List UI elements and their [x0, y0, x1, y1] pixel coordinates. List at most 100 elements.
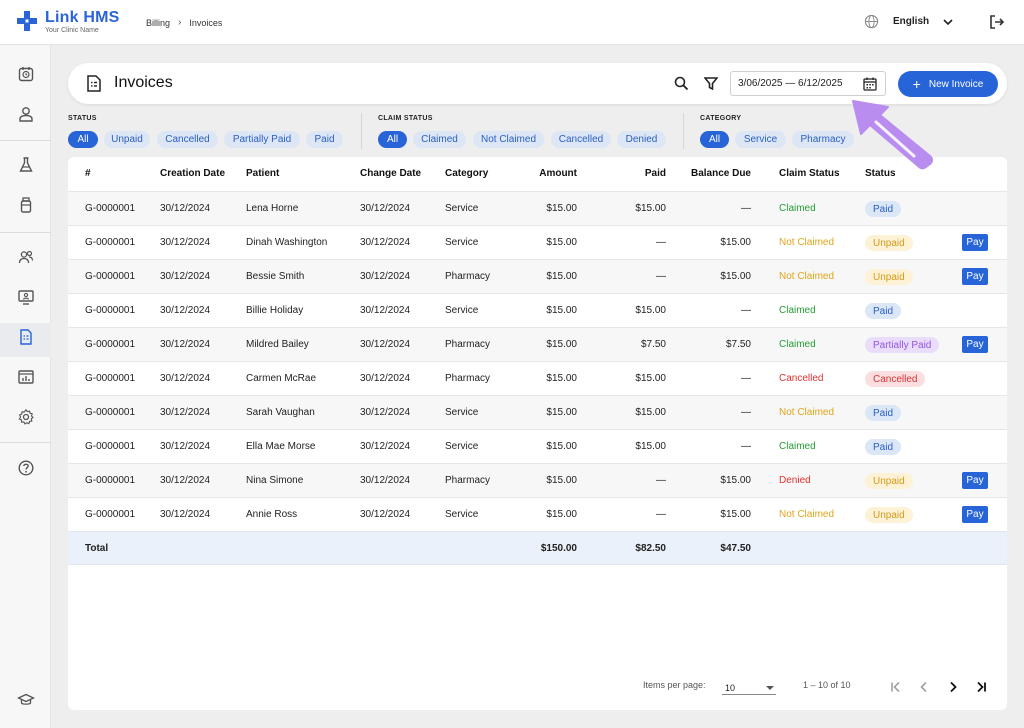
- status-chip-paid[interactable]: Paid: [306, 131, 343, 148]
- table-row[interactable]: G-0000001 30/12/2024 Billie Holiday 30/12/2…: [68, 293, 1007, 327]
- sidebar-item-patients[interactable]: [13, 244, 39, 270]
- cell-change-date: 30/12/2024: [360, 271, 411, 282]
- cell-category: Pharmacy: [445, 271, 491, 282]
- column-header-category[interactable]: Category: [445, 168, 489, 179]
- table-row[interactable]: G-0000001 30/12/2024 Ella Mae Morse 30/12/2…: [68, 429, 1007, 463]
- claim-chip-denied[interactable]: Denied: [617, 131, 666, 148]
- filter-icon: [703, 77, 719, 91]
- breadcrumb-billing[interactable]: Billing: [146, 17, 171, 28]
- cell-claim-status: Cancelled: [779, 373, 824, 384]
- cell-category: Pharmacy: [445, 373, 491, 384]
- column-header-amount[interactable]: Amount: [539, 168, 577, 179]
- cell-creation-date: 30/12/2024: [160, 271, 211, 282]
- cell-creation-date: 30/12/2024: [160, 305, 211, 316]
- pay-button[interactable]: Pay: [962, 336, 988, 353]
- sidebar-item-help[interactable]: [13, 455, 39, 481]
- language-selector[interactable]: English: [864, 14, 953, 29]
- cell-patient: Dinah Washington: [246, 237, 328, 248]
- column-header-claim-status[interactable]: Claim Status: [779, 168, 840, 179]
- status-chip-cancelled[interactable]: Cancelled: [157, 131, 218, 148]
- sidebar-item-user[interactable]: [13, 101, 39, 127]
- cell-paid: $15.00: [635, 203, 666, 214]
- table-row[interactable]: G-0000001 30/12/2024 Sarah Vaughan 30/12/20…: [68, 395, 1007, 429]
- pay-button[interactable]: Pay: [962, 506, 988, 523]
- cell-balance-due: —: [741, 373, 751, 384]
- column-header-change-date[interactable]: Change Date: [360, 168, 422, 179]
- table-row[interactable]: G-0000001 30/12/2024 Dinah Washington 30/12…: [68, 225, 1007, 259]
- category-chip-service[interactable]: Service: [735, 131, 786, 148]
- cell-patient: Sarah Vaughan: [246, 407, 315, 418]
- next-page-button[interactable]: [946, 680, 960, 694]
- pay-button[interactable]: Pay: [962, 472, 988, 489]
- cell-patient: Nina Simone: [246, 475, 304, 486]
- pay-button[interactable]: Pay: [962, 268, 988, 285]
- cell-change-date: 30/12/2024: [360, 203, 411, 214]
- status-chip-partially-paid[interactable]: Partially Paid: [224, 131, 300, 148]
- category-chip-pharmacy[interactable]: Pharmacy: [792, 131, 854, 148]
- claim-chip-cancelled[interactable]: Cancelled: [551, 131, 611, 148]
- filter-button[interactable]: [703, 76, 719, 96]
- cell-balance-due: $15.00: [720, 509, 751, 520]
- date-range-picker[interactable]: 3/06/2025 — 6/12/2025: [730, 71, 886, 96]
- calendar-icon[interactable]: [863, 77, 877, 91]
- new-invoice-label: New Invoice: [928, 78, 984, 90]
- category-filter-label: CATEGORY: [700, 115, 742, 122]
- column-header-patient[interactable]: Patient: [246, 168, 280, 179]
- cell-paid: —: [656, 271, 666, 282]
- new-invoice-button[interactable]: + New Invoice: [898, 71, 998, 97]
- table-row[interactable]: G-0000001 30/12/2024 Annie Ross 30/12/2024 S…: [68, 497, 1007, 531]
- sidebar-item-settings[interactable]: [13, 404, 39, 430]
- first-page-button[interactable]: [889, 680, 903, 694]
- cell-invoice-number: G-0000001: [85, 271, 136, 282]
- table-row[interactable]: G-0000001 30/12/2024 Lena Horne 30/12/2024 S…: [68, 191, 1007, 225]
- cell-patient: Annie Ross: [246, 509, 298, 520]
- app-logo[interactable]: Link HMS Your Clinic Name: [16, 10, 120, 35]
- app-title: Link HMS: [45, 9, 120, 26]
- column-header-creation-date[interactable]: Creation Date: [160, 168, 226, 179]
- sidebar-item-monitor[interactable]: [13, 284, 39, 310]
- last-page-button[interactable]: [974, 680, 988, 694]
- cell-amount: $15.00: [546, 475, 577, 486]
- total-paid: $82.50: [635, 543, 666, 554]
- cell-amount: $15.00: [546, 339, 577, 350]
- column-header-status[interactable]: Status: [865, 168, 896, 179]
- top-bar: Link HMS Your Clinic Name Billing › Invo…: [0, 0, 1024, 45]
- sidebar-item-schedule[interactable]: [13, 61, 39, 87]
- sidebar-item-invoices[interactable]: [13, 324, 39, 350]
- sidebar-item-lab[interactable]: [13, 152, 39, 178]
- cell-creation-date: 30/12/2024: [160, 509, 211, 520]
- table-row[interactable]: G-0000001 30/12/2024 Carmen McRae 30/12/202…: [68, 361, 1007, 395]
- sidebar-item-academy[interactable]: [13, 687, 39, 713]
- claim-chip-all[interactable]: All: [378, 131, 407, 148]
- cell-category: Service: [445, 203, 479, 214]
- search-button[interactable]: [674, 76, 689, 96]
- column-header-number[interactable]: #: [85, 168, 91, 179]
- cell-amount: $15.00: [546, 203, 577, 214]
- category-chip-all[interactable]: All: [700, 131, 729, 148]
- cell-claim-status: Not Claimed: [779, 407, 835, 418]
- cell-change-date: 30/12/2024: [360, 339, 411, 350]
- status-badge: Unpaid: [865, 235, 913, 251]
- cell-amount: $15.00: [546, 237, 577, 248]
- cell-category: Service: [445, 407, 479, 418]
- table-row[interactable]: G-0000001 30/12/2024 Bessie Smith 30/12/202…: [68, 259, 1007, 293]
- status-chip-all[interactable]: All: [68, 131, 98, 148]
- cell-category: Pharmacy: [445, 475, 491, 486]
- status-chip-unpaid[interactable]: Unpaid: [104, 131, 150, 148]
- table-row[interactable]: G-0000001 30/12/2024 Mildred Bailey 30/12/2…: [68, 327, 1007, 361]
- cell-change-date: 30/12/2024: [360, 373, 411, 384]
- status-badge: Paid: [865, 405, 902, 421]
- column-header-balance-due[interactable]: Balance Due: [690, 168, 751, 179]
- sidebar-item-reports[interactable]: [13, 364, 39, 390]
- previous-page-button[interactable]: [917, 680, 931, 694]
- items-per-page-select[interactable]: 10: [722, 678, 776, 695]
- table-row[interactable]: G-0000001 30/12/2024 Nina Simone 30/12/2024…: [68, 463, 1007, 497]
- sidebar-item-pharmacy[interactable]: [13, 192, 39, 218]
- claim-chip-claimed[interactable]: Claimed: [413, 131, 466, 148]
- cell-patient: Lena Horne: [246, 203, 299, 214]
- claim-chip-not-claimed[interactable]: Not Claimed: [473, 131, 544, 148]
- column-header-paid[interactable]: Paid: [644, 168, 666, 179]
- logout-button[interactable]: [988, 13, 1006, 36]
- pay-button[interactable]: Pay: [962, 234, 988, 251]
- monitor-icon: [18, 290, 34, 305]
